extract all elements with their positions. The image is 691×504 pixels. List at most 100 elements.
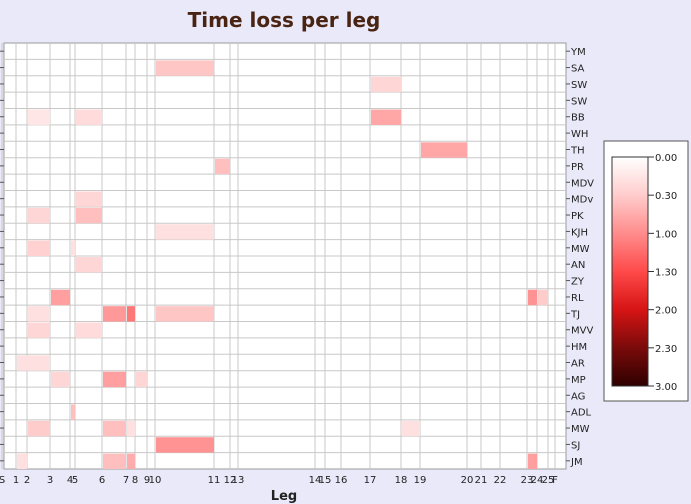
x-tick-label: F xyxy=(552,475,558,486)
chart-title: Time loss per leg xyxy=(188,8,381,32)
heatmap-cell xyxy=(103,306,126,322)
heatmap-cell xyxy=(127,453,135,469)
x-tick-label: S xyxy=(0,475,5,486)
runner-label: RL xyxy=(571,293,584,304)
x-tick-label: 20 xyxy=(461,475,474,486)
x-tick-label: 1 xyxy=(13,475,19,486)
legend-color-bar xyxy=(611,156,649,387)
runner-label: SW xyxy=(571,96,587,107)
x-tick-label: 3 xyxy=(47,475,53,486)
heatmap-cell xyxy=(528,453,537,469)
x-tick-label: 13 xyxy=(232,475,245,486)
color-scale-legend: 0.00 0.30 1.00 1.30 2.00 2.30 3.00 xyxy=(603,140,689,402)
x-tick-label: 24 xyxy=(531,475,544,486)
legend-tick-label: 1.00 xyxy=(655,229,677,240)
heatmap-cell xyxy=(76,109,102,125)
x-tick-label: 17 xyxy=(364,475,377,486)
x-tick-label: 10 xyxy=(149,475,162,486)
left-tick-marks xyxy=(0,50,570,462)
x-tick-label: 12 xyxy=(224,475,237,486)
x-tick-label: 18 xyxy=(395,475,408,486)
runner-label: ZY xyxy=(571,277,585,288)
heatmap-cell xyxy=(28,240,50,256)
legend-tick-label: 3.00 xyxy=(655,382,677,393)
heatmap-cell xyxy=(28,420,50,437)
legend-tick-labels: 0.00 0.30 1.00 1.30 2.00 2.30 3.00 xyxy=(648,153,677,393)
x-tick-label: 15 xyxy=(319,475,332,486)
runner-label: KJH xyxy=(571,227,588,238)
x-tick-label: 16 xyxy=(335,475,348,486)
runner-label: TJ xyxy=(570,309,580,320)
x-tick-label: 11 xyxy=(208,475,221,486)
legend-tick-label: 2.30 xyxy=(655,344,677,355)
heatmap-cell xyxy=(528,289,537,306)
x-tick-label: 25 xyxy=(542,475,555,486)
heatmap-cell xyxy=(28,109,50,125)
heatmap-cell xyxy=(76,322,102,338)
heatmap-cell xyxy=(51,371,70,388)
heatmap-cell xyxy=(51,289,70,306)
runner-label: MW xyxy=(571,244,590,255)
x-tick-label: 19 xyxy=(414,475,427,486)
runner-label: MP xyxy=(571,375,586,386)
heatmap-cell xyxy=(127,420,135,437)
runner-label: ADL xyxy=(571,408,592,419)
heatmap-cell xyxy=(17,453,27,469)
runner-label: PK xyxy=(571,211,584,222)
runner-label: AN xyxy=(571,260,585,271)
heatmap-cell xyxy=(71,404,75,420)
x-tick-label: 21 xyxy=(475,475,488,486)
runner-label: AR xyxy=(571,359,585,370)
heatmap-cell xyxy=(156,437,214,453)
heatmap-cell xyxy=(371,109,401,125)
heatmap-cell xyxy=(538,289,548,306)
runner-label: MDV xyxy=(571,178,594,189)
heatmap-cells xyxy=(17,60,548,469)
heatmap-cell xyxy=(76,191,102,207)
heatmap-cell xyxy=(127,306,135,322)
runner-label: MVV xyxy=(571,326,593,337)
heatmap-cell xyxy=(103,453,126,469)
heatmap-cell xyxy=(156,60,214,76)
heatmap-cell xyxy=(103,420,126,437)
heatmap-cell xyxy=(215,158,230,175)
horizontal-gridlines xyxy=(4,58,566,454)
heatmap-cell xyxy=(28,322,50,338)
heatmap-cell xyxy=(156,306,214,322)
heatmap-cell xyxy=(421,142,467,158)
runner-label: SA xyxy=(571,64,585,75)
runner-label: AG xyxy=(571,391,585,402)
runner-label: SJ xyxy=(571,440,580,451)
runner-label: TH xyxy=(570,146,585,157)
heatmap-cell xyxy=(402,420,420,437)
plot-area xyxy=(0,42,570,470)
x-tick-label: 2 xyxy=(24,475,30,486)
x-tick-label: 5 xyxy=(72,475,78,486)
x-tick-label: 4 xyxy=(67,475,73,486)
runner-label: JM xyxy=(570,457,583,468)
runner-label: SW xyxy=(571,80,587,91)
x-tick-label: 6 xyxy=(99,475,105,486)
heatmap-cell xyxy=(371,76,401,93)
x-tick-label: 7 xyxy=(123,475,129,486)
heatmap-cell xyxy=(28,207,50,224)
x-tick-label: 23 xyxy=(521,475,534,486)
x-tick-label: 14 xyxy=(309,475,322,486)
x-axis-label: Leg xyxy=(271,489,297,504)
runner-label: PR xyxy=(571,162,584,173)
heatmap-cell xyxy=(136,371,147,388)
heatmap-cell xyxy=(76,257,102,273)
runner-label: MW xyxy=(571,424,590,435)
legend-tick-label: 0.30 xyxy=(655,191,677,202)
heatmap-cell xyxy=(17,355,50,371)
heatmap-cell xyxy=(103,371,126,388)
heatmap-cell xyxy=(28,306,50,322)
runner-label: YM xyxy=(570,47,586,58)
runner-labels: YM SA SW SW BB WH TH PR MDV MDv PK KJH MW AN ZY RL TJ MVV… xyxy=(570,47,594,468)
runner-label: BB xyxy=(571,113,585,124)
heatmap-cell xyxy=(76,207,102,224)
legend-tick-label: 1.30 xyxy=(655,268,677,279)
legend-tick-label: 2.00 xyxy=(655,306,677,317)
